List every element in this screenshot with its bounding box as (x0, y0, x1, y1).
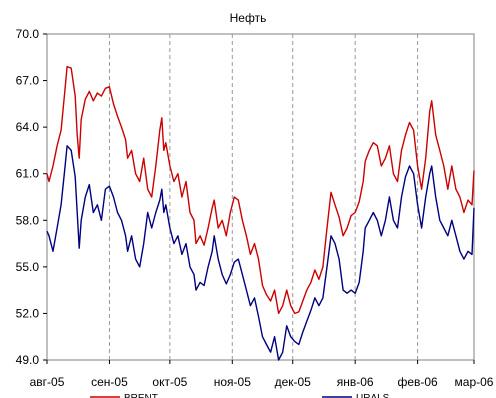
vertical-grid (108, 34, 419, 360)
series-line-urals (46, 145, 475, 361)
x-tick-label: окт-05 (152, 375, 187, 389)
plot-area (46, 33, 475, 361)
x-axis: авг-05 сен-05 окт-05 ноя-05 дек-05 янв-06 фев-… (30, 360, 494, 389)
x-tick-label: фев-06 (397, 375, 438, 389)
x-tick-label: сен-05 (91, 375, 128, 389)
y-tick-label: 52.0 (16, 306, 40, 320)
y-tick-label: 67.0 (16, 74, 40, 88)
legend-label-urals: URALS (356, 393, 390, 398)
x-tick-label: дек-05 (275, 375, 312, 389)
legend: BRENT URALS (90, 393, 390, 398)
x-tick-label: янв-06 (337, 375, 374, 389)
x-tick-label: авг-05 (30, 375, 65, 389)
y-tick-label: 61.0 (16, 167, 40, 181)
chart-title: Нефть (230, 11, 267, 25)
y-tick-label: 49.0 (16, 353, 40, 367)
legend-label-brent: BRENT (124, 393, 158, 398)
x-tick-label: мар-06 (455, 375, 494, 389)
series-lines (46, 65, 475, 361)
y-tick-label: 55.0 (16, 260, 40, 274)
y-tick-label: 70.0 (16, 27, 40, 41)
y-tick-label: 58.0 (16, 213, 40, 227)
y-tick-label: 64.0 (16, 120, 40, 134)
y-axis: 49.0 52.0 55.0 58.0 61.0 64.0 67.0 70.0 (16, 27, 47, 367)
x-tick-label: ноя-05 (214, 375, 251, 389)
series-line-brent (46, 65, 475, 315)
